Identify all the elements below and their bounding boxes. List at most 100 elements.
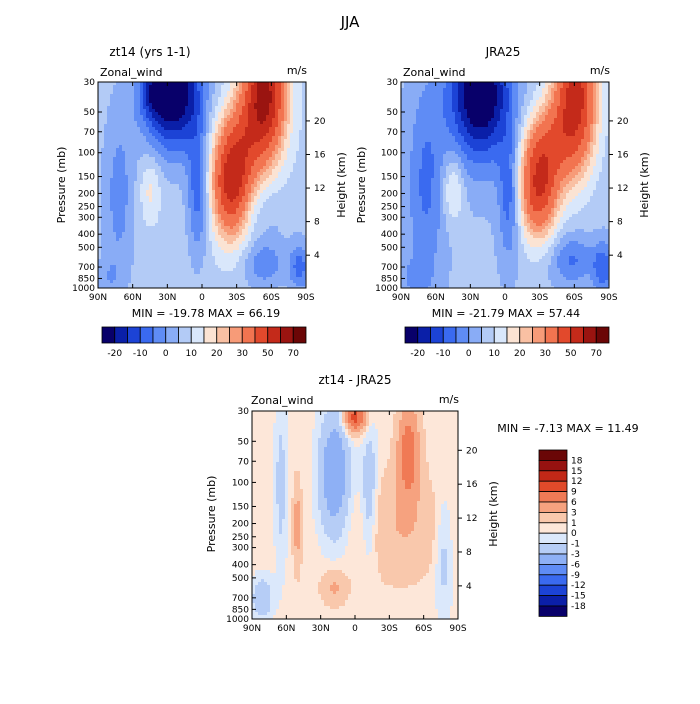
x-tick-label: 30S: [381, 624, 398, 634]
x-tick-label: 30S: [228, 293, 245, 303]
y-tick-label: 100: [78, 149, 95, 159]
y-tick-label: 150: [381, 173, 398, 183]
colorbar-label: -9: [571, 571, 580, 581]
x-tick-label: 0: [502, 293, 508, 303]
y2-tick-label: 8: [314, 218, 320, 228]
colorbar-label: 20: [514, 349, 526, 359]
y-tick-label: 700: [232, 594, 249, 604]
panel-difference-stats: MIN = -7.13 MAX = 11.49: [497, 422, 638, 435]
colorbar-label: 50: [565, 349, 577, 359]
colorbar-label: 12: [571, 477, 582, 487]
colorbar-swatch: [539, 523, 567, 533]
x-tick-label: 90S: [449, 624, 466, 634]
colorbar-swatch: [571, 327, 584, 343]
x-tick-label: 0: [352, 624, 358, 634]
y-tick-label: 1000: [375, 284, 398, 294]
y-tick-label: 850: [232, 605, 249, 615]
colorbar-swatch: [431, 327, 444, 343]
figure-title: JJA: [340, 13, 361, 31]
colorbar-swatch: [584, 327, 597, 343]
colorbar-label: 70: [591, 349, 603, 359]
colorbar-label: 15: [571, 467, 582, 477]
y-tick-label: 400: [78, 230, 95, 240]
y-tick-label: 250: [78, 203, 95, 213]
x-tick-label: 90N: [392, 293, 410, 303]
colorbar-label: 10: [186, 349, 198, 359]
colorbar-swatch: [494, 327, 507, 343]
colorbar-swatch: [255, 327, 268, 343]
colorbar-label: 3: [571, 508, 577, 518]
panel-difference-ylabel: Pressure (mb): [205, 476, 218, 553]
y-tick-label: 500: [381, 243, 398, 253]
colorbar-swatch: [217, 327, 230, 343]
panel-difference-title: zt14 - JRA25: [318, 373, 391, 387]
colorbar-label: 20: [211, 349, 223, 359]
colorbar-swatch: [539, 606, 567, 616]
panel-difference-y2label: Height (km): [487, 481, 500, 547]
colorbar-label: 0: [571, 529, 577, 539]
colorbar-swatch: [539, 471, 567, 481]
colorbar-label: 30: [237, 349, 249, 359]
y2-tick-label: 4: [617, 251, 623, 261]
y2-tick-label: 12: [617, 184, 628, 194]
x-tick-label: 90N: [243, 624, 261, 634]
y-tick-label: 150: [78, 173, 95, 183]
y-tick-label: 200: [232, 520, 249, 530]
colorbar-swatch: [482, 327, 495, 343]
colorbar-swatch: [268, 327, 281, 343]
y-tick-label: 50: [84, 108, 96, 118]
panel-reanalysis-y2label: Height (km): [638, 152, 651, 218]
colorbar-swatch: [539, 585, 567, 595]
y-tick-label: 700: [381, 263, 398, 273]
panel-reanalysis-right-label: m/s: [590, 64, 610, 77]
y-tick-label: 200: [78, 189, 95, 199]
colorbar-swatch: [539, 492, 567, 502]
colorbar-label: 70: [288, 349, 300, 359]
y-tick-label: 250: [232, 533, 249, 543]
colorbar-label: 9: [571, 488, 577, 498]
x-tick-label: 60N: [427, 293, 445, 303]
y2-tick-label: 16: [314, 150, 326, 160]
colorbar-swatch: [204, 327, 217, 343]
panel-model-left-label: Zonal_wind: [100, 66, 163, 79]
panel-model-ylabel: Pressure (mb): [55, 147, 68, 224]
contour-field: [98, 82, 308, 289]
x-tick-label: 0: [199, 293, 205, 303]
y2-tick-label: 16: [466, 480, 478, 490]
x-tick-label: 90S: [600, 293, 617, 303]
colorbar-label: 30: [540, 349, 552, 359]
colorbar-swatch: [230, 327, 243, 343]
contour-field: [252, 411, 459, 621]
colorbar-label: -1: [571, 540, 580, 550]
y-tick-label: 70: [238, 457, 250, 467]
colorbar-swatch: [539, 481, 567, 491]
colorbar-swatch: [539, 450, 567, 460]
y-tick-label: 700: [78, 263, 95, 273]
y-tick-label: 100: [381, 149, 398, 159]
colorbar-swatch: [507, 327, 520, 343]
y-tick-label: 850: [381, 274, 398, 284]
colorbar-label: -10: [133, 349, 148, 359]
panel-model-stats: MIN = -19.78 MAX = 66.19: [132, 307, 280, 320]
colorbar-label: -10: [436, 349, 451, 359]
colorbar-swatch: [539, 564, 567, 574]
y-tick-label: 70: [387, 128, 399, 138]
colorbar-swatch: [539, 512, 567, 522]
x-tick-label: 30N: [461, 293, 479, 303]
y-tick-label: 400: [381, 230, 398, 240]
colorbar-label: 10: [489, 349, 501, 359]
panel-model-right-label: m/s: [287, 64, 307, 77]
x-tick-label: 30N: [312, 624, 330, 634]
y-tick-label: 250: [381, 203, 398, 213]
x-tick-label: 90S: [297, 293, 314, 303]
y-tick-label: 30: [238, 407, 250, 417]
colorbar-swatch: [242, 327, 255, 343]
colorbar-swatch: [539, 575, 567, 585]
colorbar-label: 0: [163, 349, 169, 359]
y-tick-label: 300: [78, 213, 95, 223]
y2-tick-label: 20: [314, 117, 326, 127]
y-tick-label: 500: [78, 243, 95, 253]
